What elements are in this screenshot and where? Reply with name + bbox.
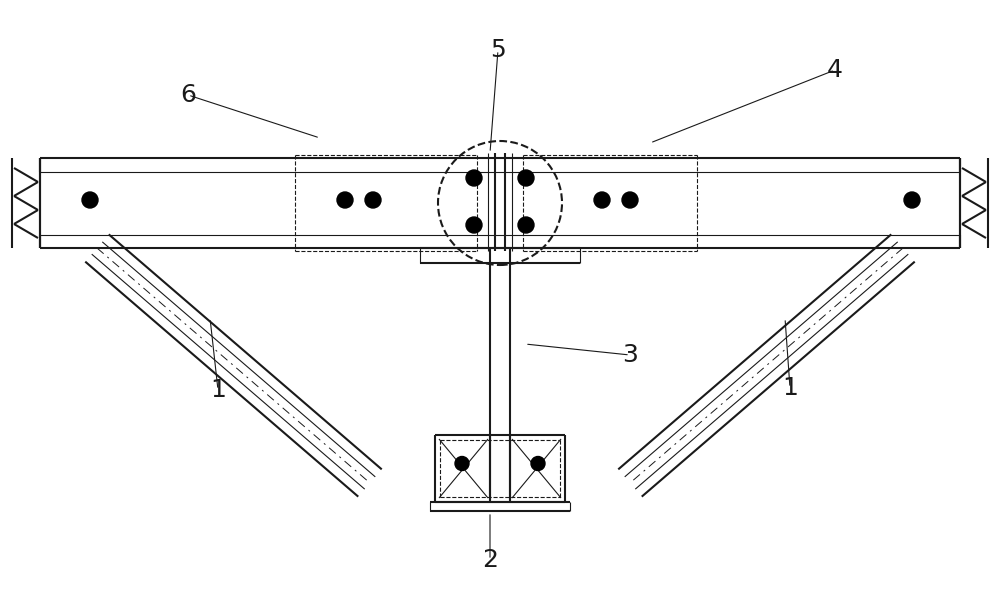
Circle shape bbox=[904, 192, 920, 208]
Circle shape bbox=[365, 192, 381, 208]
Text: 6: 6 bbox=[180, 83, 196, 107]
Text: 3: 3 bbox=[622, 343, 638, 367]
Circle shape bbox=[466, 170, 482, 186]
Text: 1: 1 bbox=[782, 376, 798, 400]
Circle shape bbox=[518, 170, 534, 186]
Circle shape bbox=[518, 217, 534, 233]
Text: 4: 4 bbox=[827, 58, 843, 82]
Circle shape bbox=[531, 456, 545, 470]
Circle shape bbox=[82, 192, 98, 208]
Circle shape bbox=[455, 456, 469, 470]
Text: 1: 1 bbox=[210, 378, 226, 402]
Circle shape bbox=[622, 192, 638, 208]
Circle shape bbox=[594, 192, 610, 208]
Text: 2: 2 bbox=[482, 548, 498, 572]
Circle shape bbox=[466, 217, 482, 233]
Text: 5: 5 bbox=[490, 38, 506, 62]
Circle shape bbox=[337, 192, 353, 208]
